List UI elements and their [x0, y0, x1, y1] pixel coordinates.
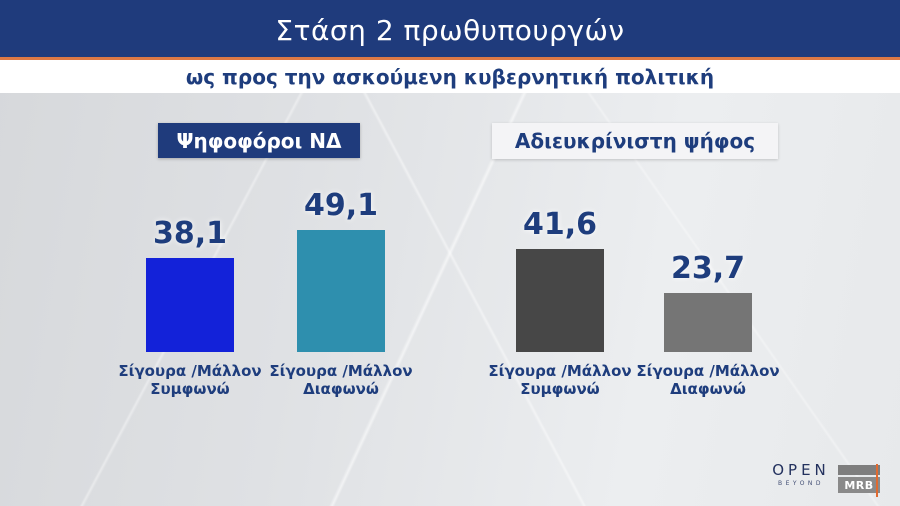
open-logo-beyond-text: BEYOND [777, 480, 825, 487]
axis-label-line2: Διαφωνώ [303, 380, 379, 398]
group-label-undecided-vote-text: Αδιευκρίνιστη ψήφος [514, 129, 756, 153]
bar-column-undecided-agree: 41,6 [472, 207, 648, 352]
mrb-logo: MRB [838, 465, 880, 493]
subtitle-strip: ως προς την ασκούμενη κυβερνητική πολιτι… [0, 60, 900, 93]
open-tv-logo: OPEN BEYOND [772, 461, 830, 488]
open-logo-text: OPEN [772, 461, 830, 479]
bar-nd-disagree [297, 230, 385, 352]
bar-value-undecided-disagree: 23,7 [670, 251, 746, 286]
axis-label-line1: Σίγουρα /Μάλλον [269, 362, 413, 380]
group-label-undecided-vote: Αδιευκρίνιστη ψήφος [492, 123, 778, 159]
bar-column-nd-disagree: 49,1 [253, 188, 429, 352]
header-bar: Στάση 2 πρωθυπουργών [0, 0, 900, 57]
bar-undecided-disagree [664, 293, 752, 352]
axis-label-line1: Σίγουρα /Μάλλον [488, 362, 632, 380]
axis-label-nd-disagree: Σίγουρα /Μάλλον Διαφωνώ [253, 362, 429, 398]
footer-accent-line [876, 464, 878, 497]
bar-column-nd-agree: 38,1 [102, 216, 278, 352]
axis-label-undecided-agree: Σίγουρα /Μάλλον Συμφωνώ [472, 362, 648, 398]
mrb-logo-text: MRB [838, 477, 880, 493]
bar-nd-agree [146, 258, 234, 352]
bar-column-undecided-disagree: 23,7 [620, 251, 796, 352]
axis-label-line1: Σίγουρα /Μάλλον [636, 362, 780, 380]
group-label-nd-voters-text: Ψηφοφόροι ΝΔ [176, 128, 342, 153]
page-title: Στάση 2 πρωθυπουργών [275, 14, 625, 47]
group-label-nd-voters: Ψηφοφόροι ΝΔ [158, 123, 360, 158]
bar-value-nd-agree: 38,1 [152, 216, 228, 251]
bar-undecided-agree [516, 249, 604, 352]
bar-value-undecided-agree: 41,6 [522, 207, 598, 242]
bar-value-nd-disagree: 49,1 [303, 188, 379, 223]
mrb-logo-top-bar [838, 465, 880, 475]
axis-label-line2: Συμφωνώ [520, 380, 600, 398]
header-accent-line [0, 57, 900, 60]
page-subtitle: ως προς την ασκούμενη κυβερνητική πολιτι… [185, 64, 715, 89]
axis-label-line1: Σίγουρα /Μάλλον [118, 362, 262, 380]
axis-label-line2: Συμφωνώ [150, 380, 230, 398]
axis-label-line2: Διαφωνώ [670, 380, 746, 398]
axis-label-nd-agree: Σίγουρα /Μάλλον Συμφωνώ [102, 362, 278, 398]
axis-label-undecided-disagree: Σίγουρα /Μάλλον Διαφωνώ [620, 362, 796, 398]
